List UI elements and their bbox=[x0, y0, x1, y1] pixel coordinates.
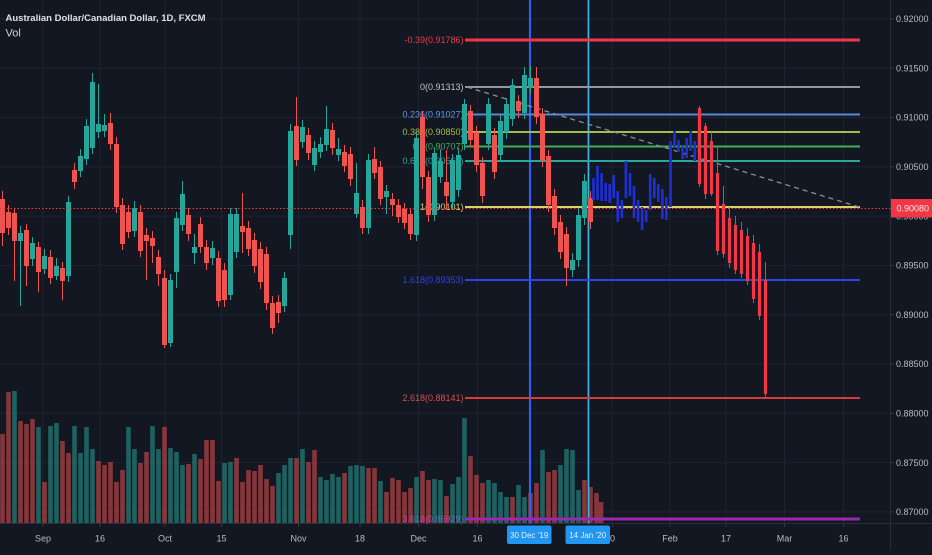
svg-text:Oct: Oct bbox=[158, 534, 173, 544]
svg-text:0.5(0.90707): 0.5(0.90707) bbox=[412, 142, 463, 152]
svg-text:2.618(0.88141): 2.618(0.88141) bbox=[402, 393, 463, 403]
svg-text:16: 16 bbox=[95, 534, 105, 544]
svg-text:14 Jan ’20: 14 Jan ’20 bbox=[569, 531, 606, 540]
svg-text:0.91000: 0.91000 bbox=[896, 113, 929, 123]
svg-text:0.89000: 0.89000 bbox=[896, 310, 929, 320]
svg-text:15: 15 bbox=[216, 534, 226, 544]
svg-text:17: 17 bbox=[721, 534, 731, 544]
svg-text:16: 16 bbox=[838, 534, 848, 544]
svg-text:Nov: Nov bbox=[290, 534, 307, 544]
svg-text:-0.39(0.91786): -0.39(0.91786) bbox=[404, 35, 463, 45]
svg-text:0.236(0.91027): 0.236(0.91027) bbox=[402, 110, 463, 120]
svg-text:30 Dec ’19: 30 Dec ’19 bbox=[510, 531, 549, 540]
svg-text:0.91500: 0.91500 bbox=[896, 63, 929, 73]
svg-text:0.89500: 0.89500 bbox=[896, 261, 929, 271]
svg-text:0: 0 bbox=[610, 534, 615, 544]
svg-text:Dec: Dec bbox=[410, 534, 427, 544]
svg-text:0.92000: 0.92000 bbox=[896, 14, 929, 24]
svg-text:0(0.91313): 0(0.91313) bbox=[420, 82, 464, 92]
svg-text:Sep: Sep bbox=[35, 534, 51, 544]
svg-text:18: 18 bbox=[355, 534, 365, 544]
svg-text:1(0.90101): 1(0.90101) bbox=[420, 202, 464, 212]
svg-text:0.87500: 0.87500 bbox=[896, 458, 929, 468]
svg-text:Australian Dollar/Canadian Dol: Australian Dollar/Canadian Dollar, 1D, F… bbox=[6, 13, 206, 24]
svg-text:1.618(0.89353): 1.618(0.89353) bbox=[402, 275, 463, 285]
svg-text:16: 16 bbox=[472, 534, 482, 544]
svg-text:0.90080: 0.90080 bbox=[897, 204, 930, 214]
svg-text:Mar: Mar bbox=[777, 534, 793, 544]
svg-text:0.87000: 0.87000 bbox=[896, 507, 929, 517]
svg-text:0.382(0.90850): 0.382(0.90850) bbox=[402, 127, 463, 137]
svg-text:0.88000: 0.88000 bbox=[896, 409, 929, 419]
svg-text:Feb: Feb bbox=[662, 534, 678, 544]
svg-text:0.90500: 0.90500 bbox=[896, 162, 929, 172]
svg-text:0.88500: 0.88500 bbox=[896, 359, 929, 369]
svg-text:Vol: Vol bbox=[6, 28, 21, 40]
